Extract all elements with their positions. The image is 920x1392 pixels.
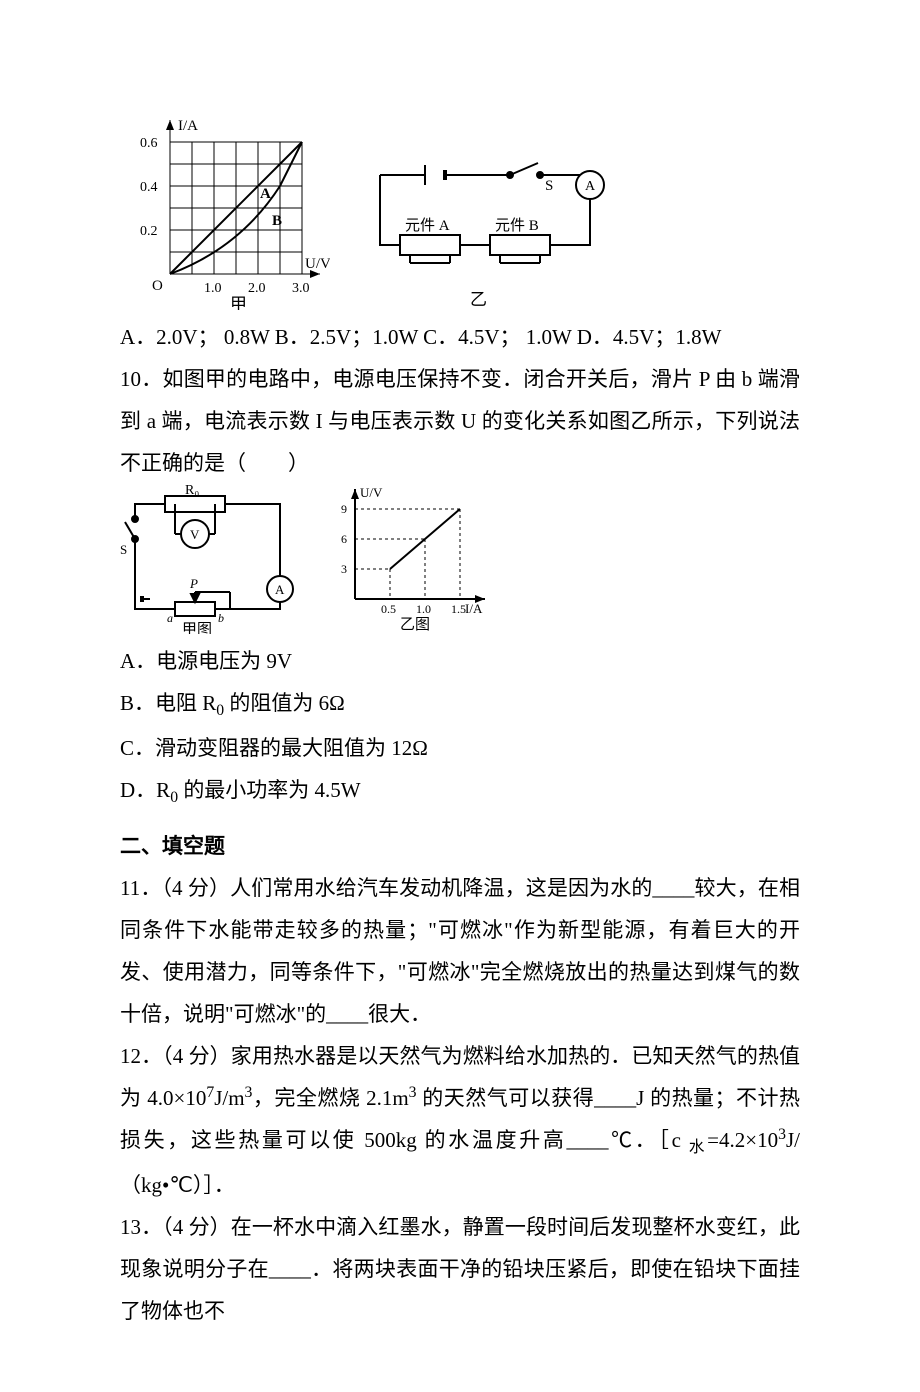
- svg-text:3.0: 3.0: [292, 281, 310, 296]
- q9-chart-caption: 甲: [230, 295, 247, 310]
- svg-text:P: P: [189, 576, 198, 591]
- svg-text:S: S: [120, 542, 127, 557]
- axis-y-label: I/A: [178, 118, 198, 134]
- q9-figures: I/A U/V A B 0.2 0.4 0.6 1.0 2.0 3.0 O 甲: [120, 110, 800, 310]
- svg-text:1.0: 1.0: [204, 281, 222, 296]
- section-2-title: 二、填空题: [120, 825, 800, 867]
- q9-circuit: S A 元件 A 元件 B 乙: [360, 145, 610, 310]
- q10-circuit-caption: 甲图: [182, 621, 212, 634]
- origin-label: O: [152, 278, 163, 294]
- axis-x-label: U/V: [305, 256, 330, 272]
- svg-text:1.5: 1.5: [451, 602, 466, 616]
- svg-text:R₀: R₀: [185, 484, 199, 498]
- q10-stem: 10．如图甲的电路中，电源电压保持不变．闭合开关后，滑片 P 由 b 端滑到 a…: [120, 358, 800, 484]
- svg-text:a: a: [167, 611, 173, 625]
- series-b-label: B: [272, 213, 282, 229]
- svg-text:1.0: 1.0: [416, 602, 431, 616]
- q10-option-d: D．R0 的最小功率为 4.5W: [120, 769, 800, 814]
- svg-text:b: b: [218, 611, 224, 625]
- q10-option-a: A．电源电压为 9V: [120, 640, 800, 682]
- q10-option-c: C．滑动变阻器的最大阻值为 12Ω: [120, 727, 800, 769]
- q10-option-b: B．电阻 R0 的阻值为 6Ω: [120, 682, 800, 727]
- svg-text:0.5: 0.5: [381, 602, 396, 616]
- svg-text:6: 6: [341, 532, 347, 546]
- svg-text:3: 3: [341, 562, 347, 576]
- svg-text:I/A: I/A: [465, 601, 483, 616]
- q10-figures: R₀ V A S P a b 甲图 U: [120, 484, 800, 634]
- svg-text:A: A: [585, 179, 596, 194]
- element-b-label: 元件 B: [495, 217, 539, 234]
- q11: 11．（4 分）人们常用水给汽车发动机降温，这是因为水的____较大，在相同条件…: [120, 867, 800, 1035]
- q12: 12．（4 分）家用热水器是以天然气为燃料给水加热的．已知天然气的热值为 4.0…: [120, 1035, 800, 1206]
- svg-text:0.2: 0.2: [140, 224, 158, 239]
- svg-text:V: V: [190, 527, 200, 542]
- q10-circuit: R₀ V A S P a b 甲图: [120, 484, 295, 634]
- q9-options: A．2.0V； 0.8W B．2.5V；1.0W C．4.5V； 1.0W D．…: [120, 316, 800, 358]
- svg-text:S: S: [545, 178, 553, 194]
- svg-text:0.4: 0.4: [140, 180, 158, 195]
- svg-text:0.6: 0.6: [140, 136, 158, 151]
- q9-iv-chart: I/A U/V A B 0.2 0.4 0.6 1.0 2.0 3.0 O 甲: [120, 110, 330, 310]
- svg-text:2.0: 2.0: [248, 281, 266, 296]
- series-a-label: A: [260, 186, 271, 202]
- svg-text:A: A: [275, 582, 285, 597]
- svg-text:9: 9: [341, 502, 347, 516]
- q10-chart: U/V I/A 3 6 9 0.5 1.0 1.5 乙图: [325, 484, 495, 634]
- q13: 13．（4 分）在一杯水中滴入红墨水，静置一段时间后发现整杯水变红，此现象说明分…: [120, 1206, 800, 1332]
- svg-text:U/V: U/V: [360, 485, 383, 500]
- q10-chart-caption: 乙图: [400, 616, 430, 633]
- element-a-label: 元件 A: [405, 217, 450, 234]
- q9-circuit-caption: 乙: [470, 290, 487, 309]
